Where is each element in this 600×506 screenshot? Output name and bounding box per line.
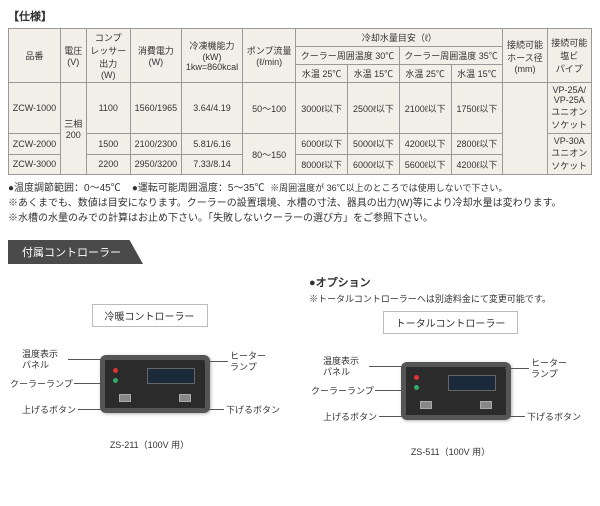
th-compressor: コンプレッサー出力(W) [86,29,130,83]
th-pipe: 接続可能塩ビパイプ [547,29,591,83]
cell: 6000ℓ以下 [348,154,400,175]
th-cooling: 冷凍機能力(kW)1kw=860kcal [181,29,242,83]
cell-pipe: VP-30Aユニオンソケット [547,134,591,175]
th-w25b: 水温 25℃ [399,65,451,83]
model-left: ZS-211（100V 用） [110,438,189,451]
th-model: 品番 [9,29,61,83]
th-hose: 接続可能ホース径(mm) [503,29,547,83]
section-tab: 付属コントローラー [8,240,143,264]
note-3: ※水槽の水量のみでの計算はお止め下さい。「失敗しないクーラーの選び方」をご参照下… [8,211,592,226]
spec-table: 品番 電圧(V) コンプレッサー出力(W) 消費電力(W) 冷凍機能力(kW)1… [8,28,592,175]
cell: 8000ℓ以下 [296,154,348,175]
device-icon [100,355,210,413]
lbl-up-btn: 上げるボタン [323,412,377,423]
option-title: ●オプション [309,274,592,290]
th-voltage: 電圧(V) [60,29,86,83]
lbl-down-btn: 下げるボタン [226,405,280,416]
device-icon [401,362,511,420]
lbl-heater-lamp: ヒーターランプ [230,351,266,373]
controller-left: 冷暖コントローラー 温度表示パネル クーラーランプ 上げるボタン ヒーターランプ… [8,274,291,451]
diagram-right: 温度表示パネル クーラーランプ 上げるボタン ヒーターランプ 下げるボタン ZS… [309,338,592,458]
cell: 5.81/6.16 [181,134,242,155]
cell: 2500ℓ以下 [348,83,400,134]
spec-title: 【仕様】 [8,8,592,24]
cell: 1560/1965 [130,83,181,134]
cell: 3.64/4.19 [181,83,242,134]
cell: 4200ℓ以下 [399,134,451,155]
cell: 5600ℓ以下 [399,154,451,175]
th-pump: ポンプ流量(ℓ/min) [243,29,296,83]
option-note: ※トータルコントローラーへは別途料金にて変更可能です。 [309,292,592,305]
cell: 2100ℓ以下 [399,83,451,134]
controller-right: ●オプション ※トータルコントローラーへは別途料金にて変更可能です。 トータルコ… [309,274,592,458]
controllers: 冷暖コントローラー 温度表示パネル クーラーランプ 上げるボタン ヒーターランプ… [8,274,592,458]
cell: ZCW-2000 [9,134,61,155]
notes: ●温度調節範囲：0～45℃ ●運転可能周囲温度：5～35℃ ※周囲温度が 36℃… [8,181,592,226]
cell: 1100 [86,83,130,134]
note-1a: ●温度調節範囲：0～45℃ [8,183,121,194]
cell: 1500 [86,134,130,155]
th-w15a: 水温 15℃ [348,65,400,83]
th-cooler35: クーラー周囲温度 35℃ [399,47,503,65]
note-1b: ●運転可能周囲温度：5～35℃ [132,183,265,194]
cell: 6000ℓ以下 [296,134,348,155]
th-cooler30: クーラー周囲温度 30℃ [296,47,400,65]
model-right: ZS-511（100V 用） [411,445,490,458]
cell-pipe: VP-25A/VP-25Aユニオンソケット [547,83,591,134]
lbl-cooler-lamp: クーラーランプ [311,386,374,397]
cell: 80～150 [243,134,296,175]
table-row: ZCW-1000 三相200 1100 1560/1965 3.64/4.19 … [9,83,592,134]
th-w25a: 水温 25℃ [296,65,348,83]
ctrl-right-title: トータルコントローラー [383,311,519,334]
cell: ZCW-3000 [9,154,61,175]
cell: 2800ℓ以下 [451,134,503,155]
cell: ZCW-1000 [9,83,61,134]
th-w15b: 水温 15℃ [451,65,503,83]
cell-hose [503,83,547,175]
cell: 2200 [86,154,130,175]
cell: 2100/2300 [130,134,181,155]
cell: 50～100 [243,83,296,134]
th-cooling-water: 冷却水量目安（ℓ） [296,29,503,47]
cell: 7.33/8.14 [181,154,242,175]
th-power: 消費電力(W) [130,29,181,83]
note-1c: ※周囲温度が 36℃以上のところでは使用しないで下さい。 [270,183,507,193]
lbl-cooler-lamp: クーラーランプ [10,379,73,390]
lbl-heater-lamp: ヒーターランプ [531,358,567,380]
cell: 1750ℓ以下 [451,83,503,134]
note-2: ※あくまでも、数値は目安になります。クーラーの設置環境、水槽の寸法、器具の出力(… [8,196,592,211]
cell: 4200ℓ以下 [451,154,503,175]
ctrl-left-title: 冷暖コントローラー [92,304,208,327]
cell: 2950/3200 [130,154,181,175]
lbl-temp-panel: 温度表示パネル [323,356,359,378]
diagram-left: 温度表示パネル クーラーランプ 上げるボタン ヒーターランプ 下げるボタン ZS… [8,331,291,451]
lbl-down-btn: 下げるボタン [527,412,581,423]
cell-voltage: 三相200 [60,83,86,175]
cell: 5000ℓ以下 [348,134,400,155]
lbl-temp-panel: 温度表示パネル [22,349,58,371]
lbl-up-btn: 上げるボタン [22,405,76,416]
cell: 3000ℓ以下 [296,83,348,134]
